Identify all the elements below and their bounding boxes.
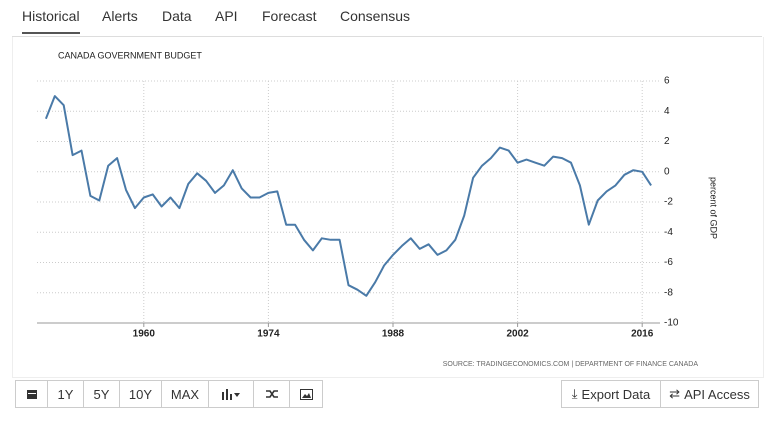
- image-icon: [299, 388, 313, 400]
- x-tick-label: 2016: [631, 329, 654, 340]
- action-label: Export Data: [581, 386, 651, 402]
- compare-button[interactable]: [253, 380, 290, 408]
- tab[interactable]: Alerts: [102, 8, 138, 24]
- action-button[interactable]: ⇄ API Access: [660, 380, 759, 408]
- y-tick-label: 2: [664, 136, 670, 147]
- image-button[interactable]: [289, 380, 323, 408]
- range-button[interactable]: 1Y: [47, 380, 84, 408]
- tab[interactable]: Consensus: [340, 8, 411, 24]
- y-tick-label: -6: [664, 257, 673, 268]
- tab[interactable]: Historical: [22, 8, 80, 34]
- x-tick-label: 2002: [506, 329, 529, 340]
- x-tick-label: 1988: [382, 329, 405, 340]
- chart-frame: [12, 37, 764, 378]
- chart-type-button[interactable]: [208, 380, 254, 408]
- shuffle-icon: [265, 390, 278, 398]
- line-series: [44, 95, 652, 297]
- tab[interactable]: API: [215, 8, 238, 24]
- y-tick-label: 6: [664, 76, 670, 87]
- calendar-button[interactable]: [15, 380, 48, 408]
- action-button[interactable]: ⤓ Export Data: [561, 380, 661, 408]
- tab[interactable]: Forecast: [262, 8, 317, 24]
- chart-title: CANADA GOVERNMENT BUDGET: [58, 50, 202, 60]
- action-label: API Access: [684, 386, 750, 402]
- chart: CANADA GOVERNMENT BUDGET percent of GDP …: [37, 50, 719, 368]
- range-button[interactable]: 10Y: [119, 380, 162, 408]
- range-button[interactable]: MAX: [161, 380, 209, 408]
- x-tick-label: 1960: [133, 329, 156, 340]
- bar-icon: [222, 389, 240, 400]
- action-icon: ⤓: [571, 386, 578, 401]
- source: SOURCE: TRADINGECONOMICS.COM | DEPARTMEN…: [443, 361, 699, 368]
- y-tick-label: -2: [664, 197, 673, 208]
- range-button[interactable]: 5Y: [83, 380, 120, 408]
- y-tick-label: 4: [664, 106, 670, 117]
- action-icon: ⇄: [669, 386, 681, 401]
- calendar-icon: [26, 390, 37, 399]
- y-tick-label: 0: [664, 166, 670, 177]
- x-tick-label: 1974: [257, 329, 280, 340]
- y-axis-label: percent of GDP: [709, 177, 719, 239]
- y-tick-label: -8: [664, 287, 673, 298]
- y-tick-label: -4: [664, 227, 673, 238]
- tab-bar: Historical Alerts Data API Forecast Consensus: [12, 0, 762, 37]
- y-tick-label: -10: [664, 318, 679, 329]
- tab[interactable]: Data: [162, 8, 192, 24]
